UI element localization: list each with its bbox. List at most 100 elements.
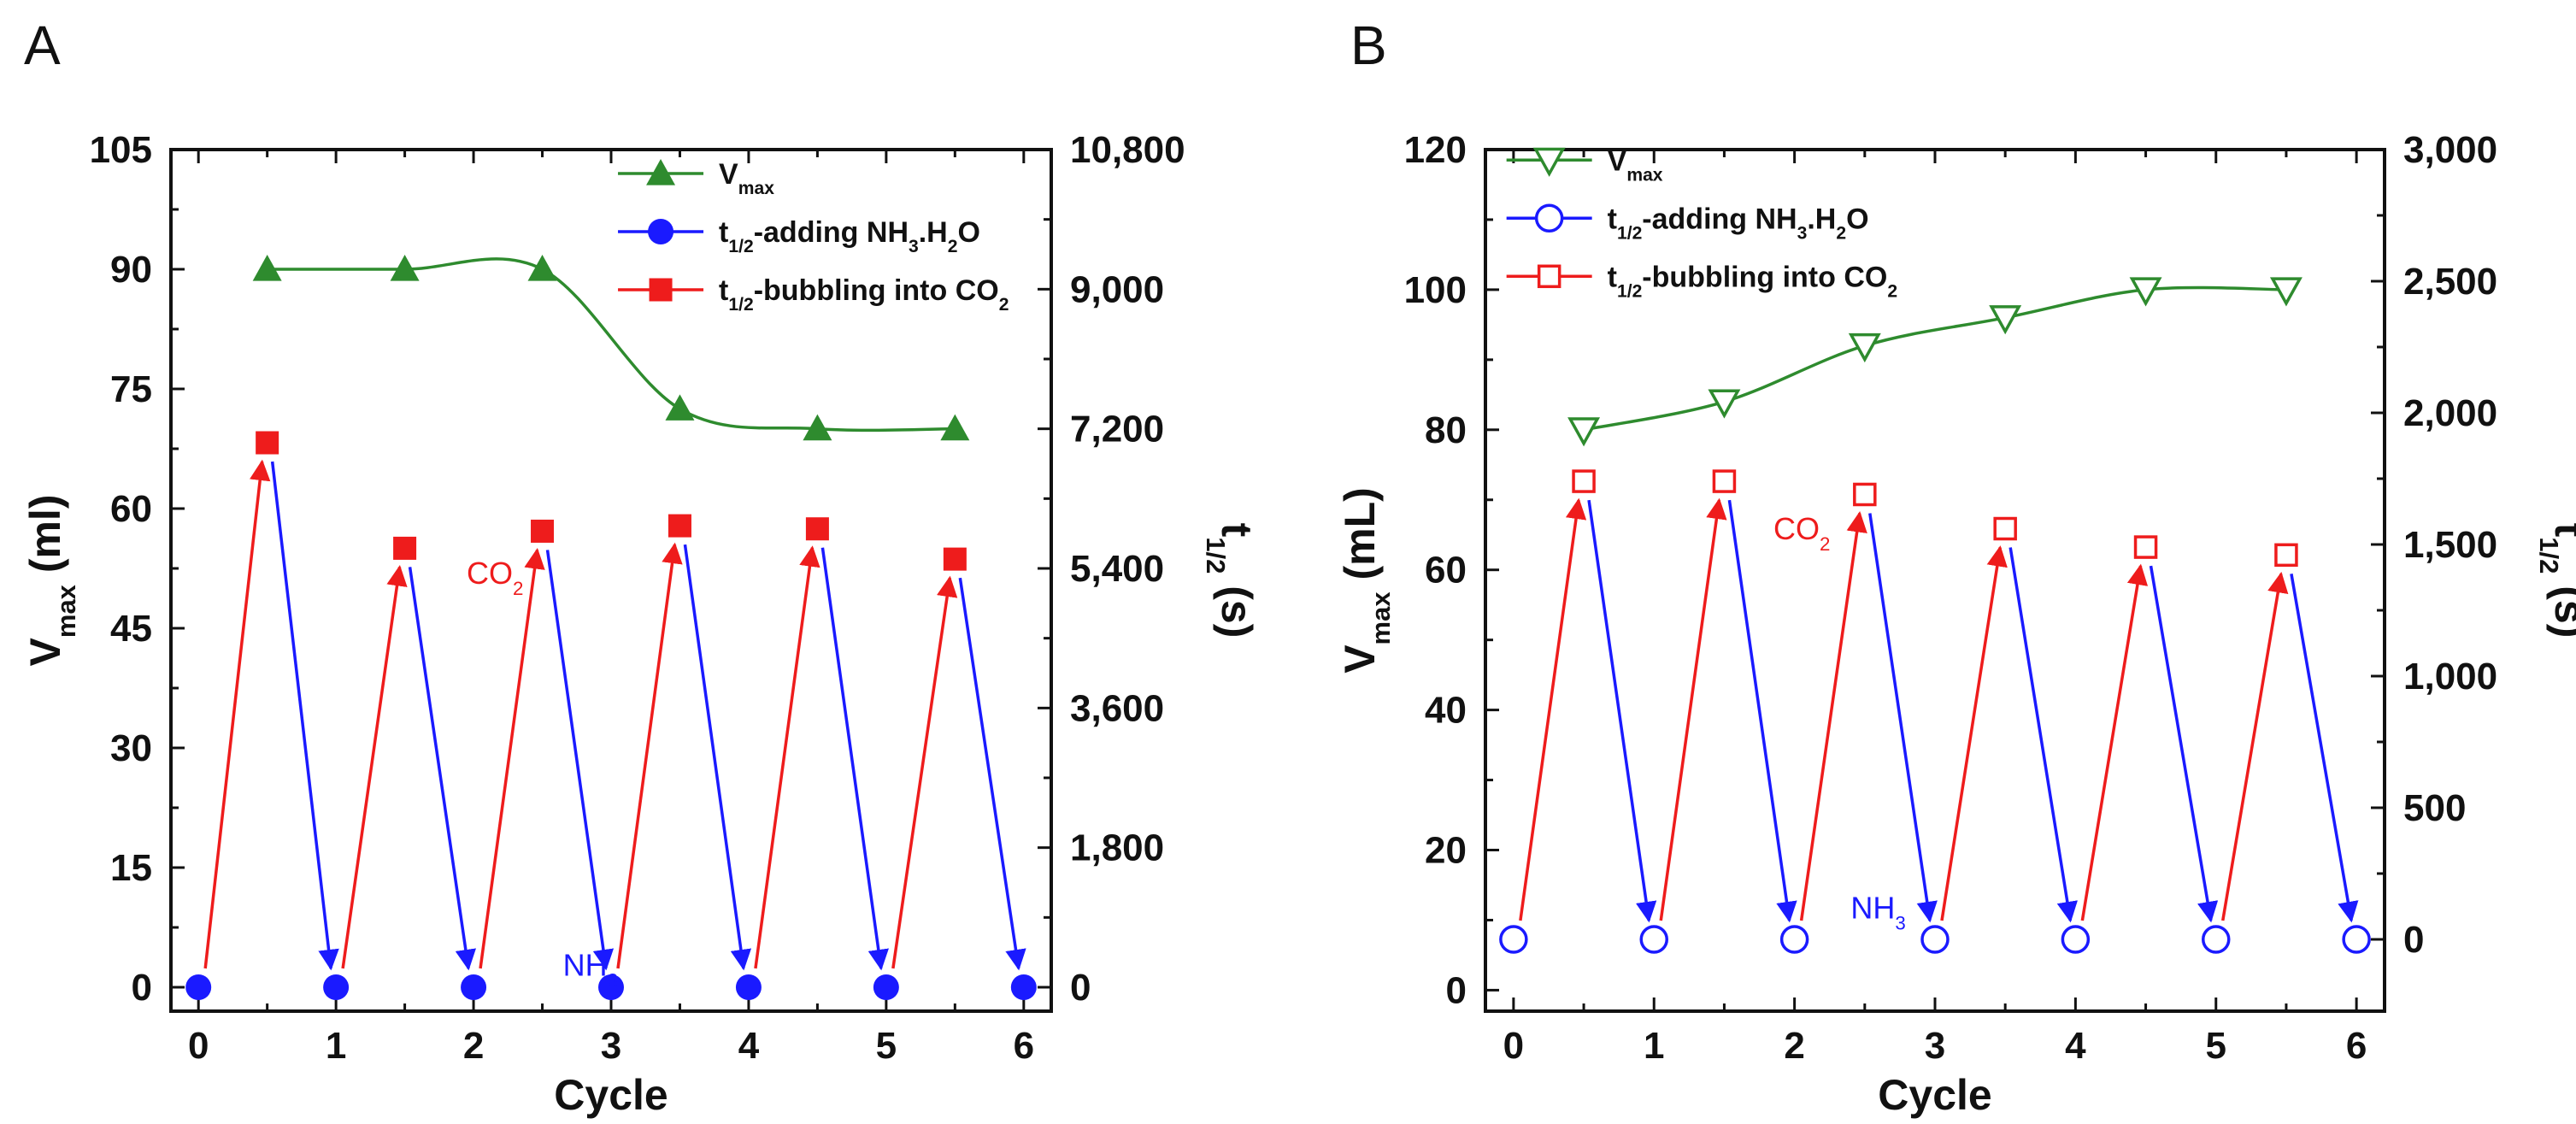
nh3-point: [323, 974, 350, 1001]
y-tick-label: 60: [1425, 550, 1467, 591]
y-tick-label: 15: [110, 847, 152, 889]
co2-arrow: [2221, 571, 2289, 921]
y-tick-label: 45: [110, 608, 152, 650]
y-tick-label: 100: [1404, 269, 1467, 311]
x-tick-label: 6: [1014, 1025, 1034, 1067]
nh3-arrow: [408, 567, 477, 971]
y-axis-title: Vmax (mL): [1336, 487, 1396, 674]
annotation-label: CO2: [1773, 511, 1830, 555]
y-tick-label: 0: [1446, 969, 1467, 1011]
y-tick-label: 60: [110, 488, 152, 530]
co2-arrow: [203, 459, 271, 969]
legend-label: Vmax: [719, 158, 774, 198]
co2-arrow: [1940, 545, 2008, 921]
x-tick-label: 2: [1784, 1025, 1804, 1067]
x-tick-label: 6: [2346, 1025, 2367, 1067]
annotation-label: NH3: [1850, 890, 1905, 933]
x-tick-label: 4: [738, 1025, 760, 1067]
co2-arrow: [1799, 511, 1867, 921]
x-axis-title: Cycle: [1878, 1071, 1991, 1119]
nh3-arrow: [1868, 513, 1938, 923]
nh3-point: [1639, 925, 1668, 954]
y-tick-label: 105: [90, 129, 152, 171]
co2-point: [2133, 535, 2158, 559]
co2-arrow: [616, 542, 683, 969]
x-tick-label: 5: [2206, 1025, 2226, 1067]
nh3-arrow: [2008, 547, 2078, 923]
vmax-point: [1567, 417, 1601, 447]
x-tick-label: 4: [2065, 1025, 2086, 1067]
nh3-point: [185, 974, 212, 1001]
y2-tick-label: 9,000: [1070, 268, 1164, 310]
y2-tick-label: 0: [1070, 967, 1091, 1009]
co2-arrow: [2080, 563, 2149, 921]
legend-label: Vmax: [1608, 144, 1663, 185]
chart-panel-b: B0 1 2 3 4 5 602040608010012005001,0001,5002,0…: [1336, 15, 2576, 1119]
x-tick-label: 3: [1925, 1025, 1945, 1067]
legend-marker: [1532, 147, 1566, 177]
y2-tick-label: 0: [2403, 919, 2424, 961]
legend-label: t1/2-adding NH3.H2O: [719, 216, 980, 256]
x-tick-label: 3: [601, 1025, 621, 1067]
nh3-point: [461, 974, 487, 1001]
y-axis-title: Vmax (ml): [21, 495, 81, 667]
y2-axis-title: t1/2 (s): [2535, 523, 2576, 639]
nh3-arrow: [2149, 565, 2219, 923]
nh3-arrow: [683, 544, 752, 971]
co2-arrow: [754, 545, 820, 969]
y2-axis-title: t1/2 (s): [1202, 523, 1262, 639]
y-tick-label: 80: [1425, 409, 1467, 451]
legend-marker: [649, 278, 673, 302]
co2-point: [1712, 469, 1737, 493]
nh3-point: [2061, 925, 2091, 954]
co2-point: [668, 514, 691, 538]
legend-label: t1/2-adding NH3.H2O: [1608, 203, 1869, 243]
vmax-point: [803, 414, 832, 441]
co2-point: [1993, 516, 2017, 541]
y2-tick-label: 3,600: [1070, 687, 1164, 729]
x-tick-label: 1: [1644, 1025, 1664, 1067]
vmax-point: [2129, 277, 2162, 307]
y2-tick-label: 1,800: [1070, 827, 1164, 869]
vmax-point: [527, 255, 557, 281]
y-tick-label: 90: [110, 249, 152, 291]
plot-frame: [1484, 148, 2386, 1013]
co2-arrow: [341, 564, 408, 969]
vmax-point: [2269, 277, 2303, 307]
nh3-point: [1920, 925, 1950, 954]
co2-arrow: [891, 575, 958, 969]
vmax-point: [665, 394, 695, 421]
nh3-point: [598, 974, 624, 1001]
y2-tick-label: 10,800: [1070, 129, 1185, 171]
nh3-arrow: [545, 550, 615, 971]
y-tick-label: 0: [132, 967, 152, 1009]
vmax-point: [390, 255, 420, 281]
vmax-point: [1989, 305, 2022, 335]
x-tick-label: 0: [188, 1025, 209, 1067]
y2-tick-label: 1,500: [2403, 524, 2497, 566]
co2-point: [393, 536, 417, 560]
co2-point: [943, 547, 967, 571]
nh3-point: [2342, 925, 2371, 954]
legend-marker: [646, 159, 676, 185]
co2-point: [256, 431, 279, 455]
vmax-curve: [1583, 285, 2286, 432]
co2-point: [2274, 543, 2298, 568]
co2-arrow: [1659, 497, 1727, 921]
x-tick-label: 5: [876, 1025, 897, 1067]
co2-point: [1572, 469, 1596, 493]
nh3-arrow: [958, 577, 1026, 971]
y2-tick-label: 5,400: [1070, 548, 1164, 590]
nh3-arrow: [2290, 574, 2359, 923]
y-tick-label: 75: [110, 368, 152, 410]
nh3-arrow: [270, 461, 339, 971]
nh3-point: [735, 974, 762, 1001]
x-tick-label: 2: [463, 1025, 484, 1067]
annotation-label: CO2: [467, 556, 523, 599]
y2-tick-label: 7,200: [1070, 409, 1164, 450]
y2-tick-label: 3,000: [2403, 129, 2497, 171]
co2-arrow: [479, 548, 545, 969]
legend-label: t1/2-bubbling into CO2: [719, 274, 1009, 315]
y2-tick-label: 2,000: [2403, 392, 2497, 434]
